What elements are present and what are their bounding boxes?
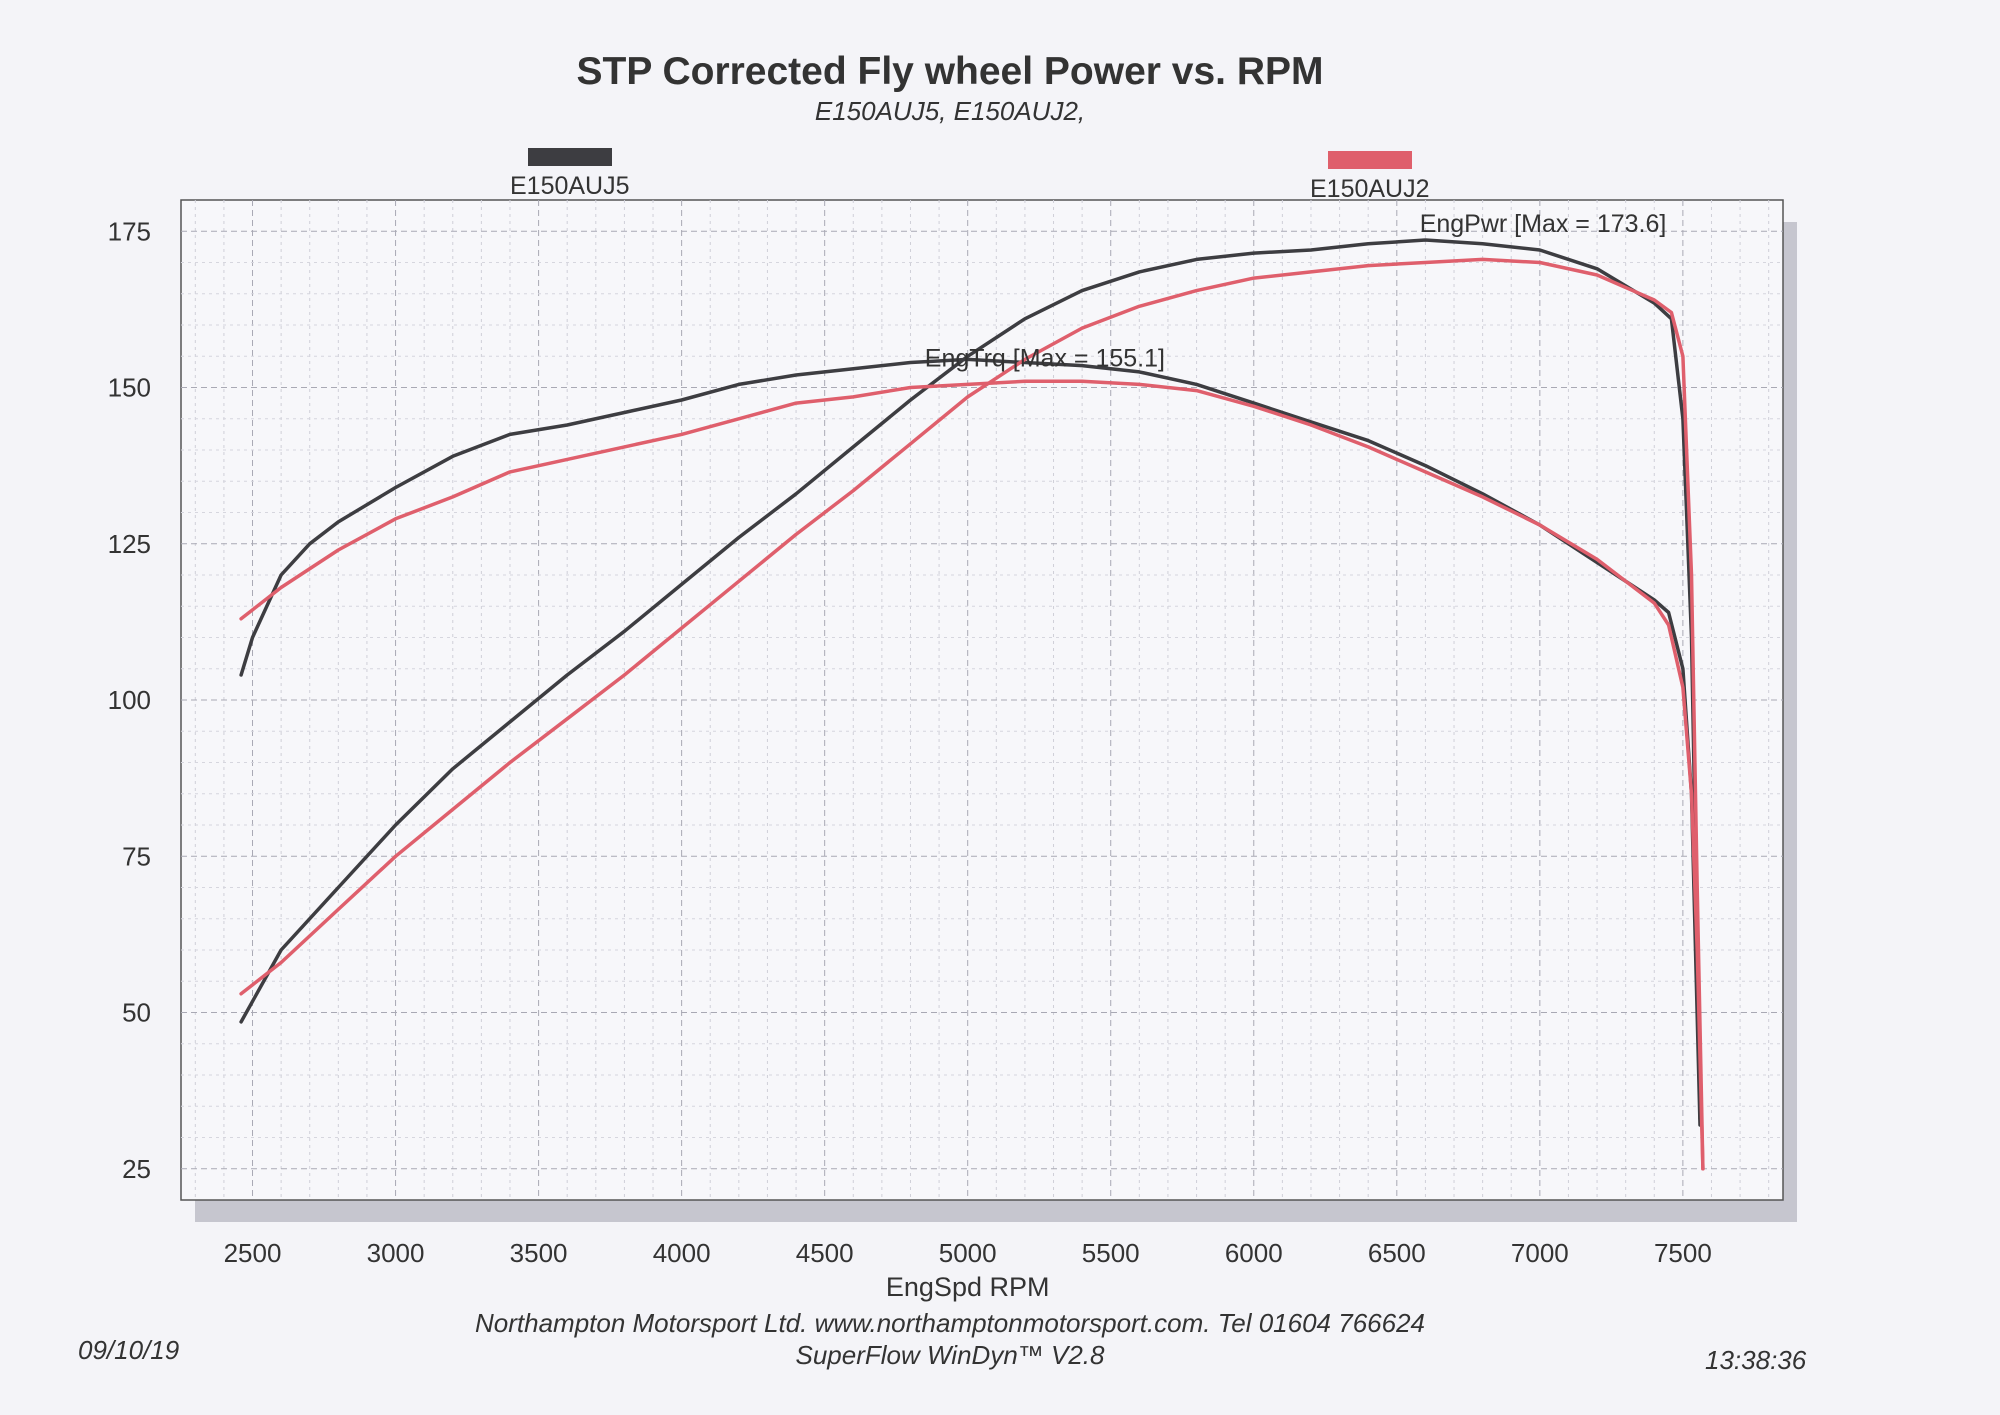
x-tick-label: 2500: [224, 1238, 282, 1268]
legend-swatch-e150auj5: [527, 148, 612, 166]
x-tick-label: 4500: [796, 1238, 854, 1268]
y-tick-label: 175: [108, 216, 151, 246]
footer-time: 13:38:36: [1705, 1345, 1807, 1375]
x-tick-label: 5500: [1082, 1238, 1140, 1268]
x-tick-label: 6500: [1368, 1238, 1426, 1268]
y-tick-label: 100: [108, 685, 151, 715]
series-line-e150auj5-engtrq: [239, 357, 1702, 1127]
y-tick-label: 25: [122, 1154, 151, 1184]
series-line-e150auj2-engtrq: [239, 379, 1705, 1171]
footer-software: SuperFlow WinDyn™ V2.8: [795, 1340, 1105, 1370]
x-tick-label: 7000: [1511, 1238, 1569, 1268]
x-tick-label: 4000: [653, 1238, 711, 1268]
footer-date: 09/10/19: [78, 1335, 180, 1365]
y-tick-label: 125: [108, 529, 151, 559]
legend-label-e150auj5: E150AUJ5: [510, 172, 630, 200]
legend-item-e150auj5: E150AUJ5: [510, 148, 630, 201]
legend-label-e150auj2: E150AUJ2: [1310, 175, 1430, 203]
y-tick-label: 50: [122, 998, 151, 1028]
x-tick-label: 3000: [367, 1238, 425, 1268]
legend-item-e150auj2: E150AUJ2: [1310, 151, 1430, 204]
legend-swatch-e150auj2: [1327, 151, 1412, 169]
x-axis-label: EngSpd RPM: [886, 1272, 1050, 1302]
x-tick-label: 6000: [1225, 1238, 1283, 1268]
series-line-e150auj5-engpwr: [239, 238, 1702, 1121]
y-tick-label: 75: [122, 841, 151, 871]
x-tick-label: 3500: [510, 1238, 568, 1268]
footer-company: Northampton Motorsport Ltd. www.northamp…: [475, 1308, 1425, 1338]
chart-subtitle: E150AUJ5, E150AUJ2,: [814, 96, 1086, 126]
annotation-torque-max: EngTrq [Max = 155.1]: [925, 345, 1165, 373]
annotation-power-max: EngPwr [Max = 173.6]: [1420, 210, 1667, 238]
x-tick-label: 7500: [1654, 1238, 1712, 1268]
chart-title: STP Corrected Fly wheel Power vs. RPM: [576, 50, 1324, 93]
y-tick-label: 150: [108, 373, 151, 403]
x-tick-label: 5000: [939, 1238, 997, 1268]
series-line-e150auj2-engpwr: [239, 257, 1705, 1171]
